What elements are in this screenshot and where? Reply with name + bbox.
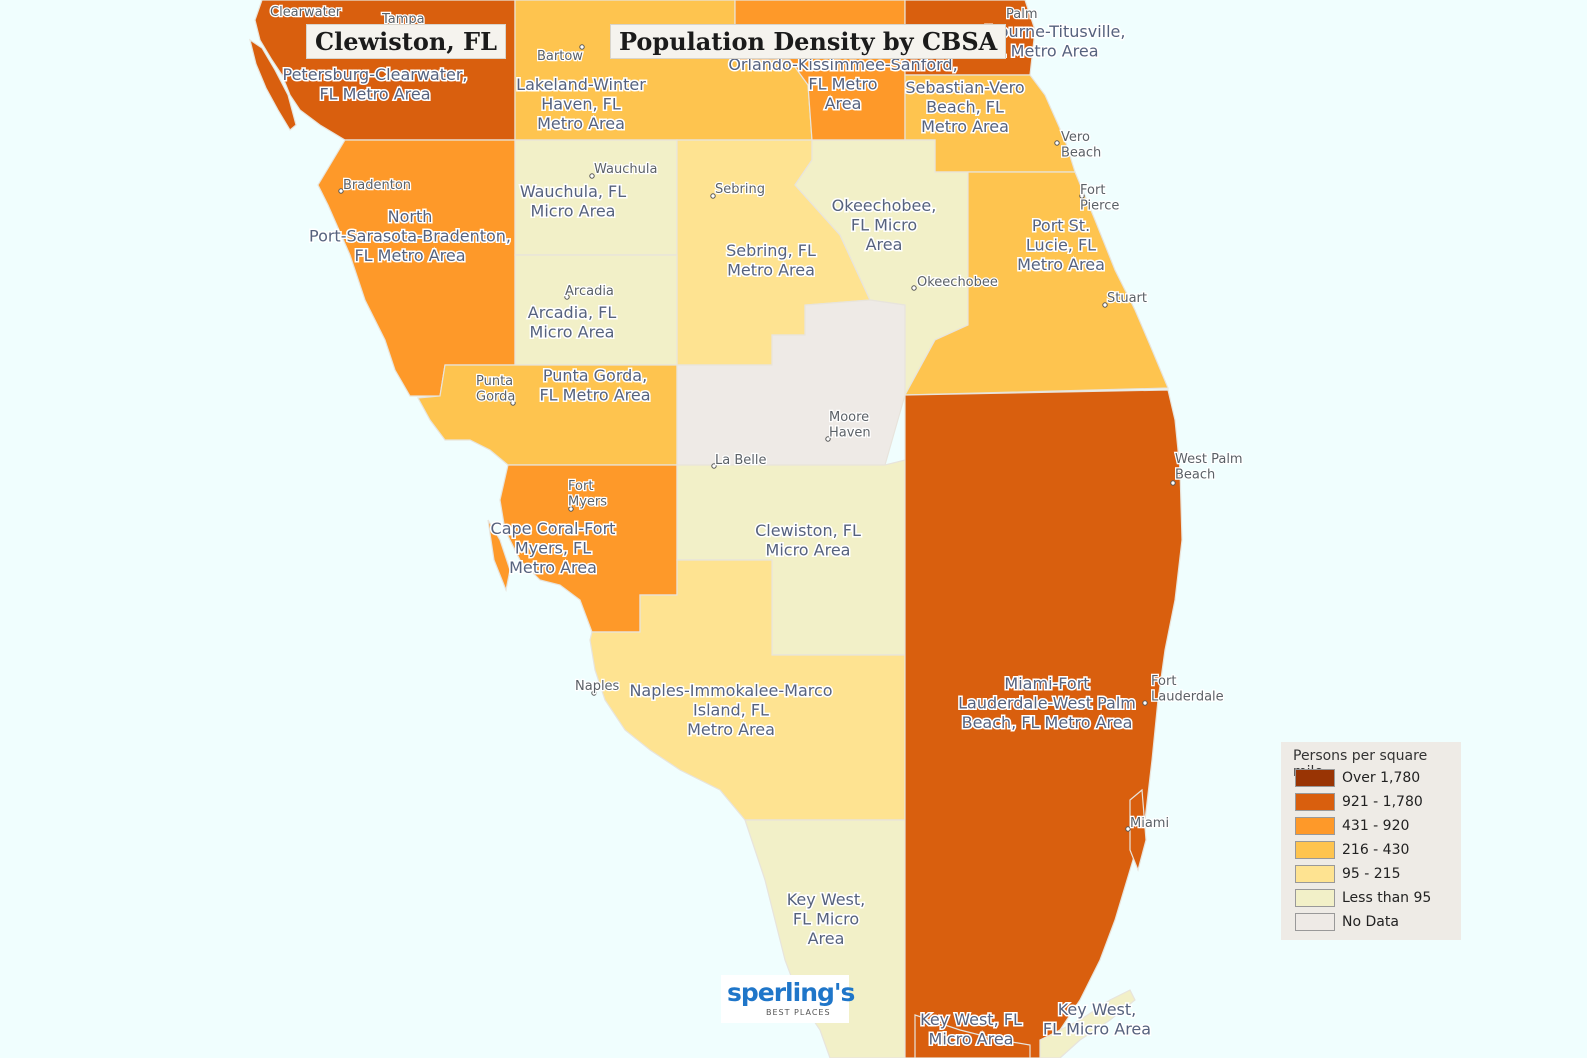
legend-label: No Data [1342,914,1399,930]
city-dot-bartow [579,44,585,50]
region-miami-islands[interactable] [1129,788,1147,872]
region-key-west-keys[interactable] [1039,989,1136,1058]
city-dot-west-palm-beach [1170,480,1176,486]
region-port-st-lucie[interactable] [903,171,1169,396]
legend-swatch [1295,769,1335,787]
city-dot-arcadia [564,294,570,300]
sperlings-logo[interactable]: sperling's BEST PLACES [721,975,855,1023]
legend-label: Over 1,780 [1342,770,1421,786]
city-miami: Miami [1130,816,1169,831]
legend-swatch [1295,793,1335,811]
legend-item: 921 - 1,780 [1295,792,1423,812]
city-palm: Palm [1006,7,1038,22]
label-key-west-1: Key West, FL Micro Area [787,890,866,948]
city-fort-myers: Fort Myers [568,479,607,510]
label-naples: Naples-Immokalee-Marco Island, FL Metro Ar… [629,681,832,739]
legend-swatch [1295,841,1335,859]
city-bradenton: Bradenton [343,178,411,193]
city-stuart: Stuart [1107,291,1147,306]
label-sebring: Sebring, FL Metro Area [726,241,816,280]
city-dot-fort-lauderdale [1142,700,1148,706]
city-dot-fort-myers [568,506,574,512]
city-la-belle: La Belle [715,453,766,468]
label-punta-gorda: Punta Gorda, FL Metro Area [539,366,650,405]
legend-item: 431 - 920 [1295,816,1409,836]
label-okeechobee: Okeechobee, FL Micro Area [832,196,937,254]
legend-item: Over 1,780 [1295,768,1420,788]
legend-label: 921 - 1,780 [1342,794,1423,810]
legend-swatch [1295,889,1335,907]
label-miami: Miami-Fort Lauderdale-West Palm Beach, FL … [958,674,1136,732]
legend-label: 431 - 920 [1342,818,1410,834]
legend-label: Less than 95 [1342,890,1432,906]
city-dot-bradenton [338,188,344,194]
city-fort-lauderdale: Fort Lauderdale [1151,674,1224,705]
city-dot-wauchula [589,173,595,179]
city-dot-sebring [710,193,716,199]
city-labels: Clearwater Tampa Palm Bartow Vero Beach F… [269,4,1244,833]
city-markers [338,44,1176,832]
legend-swatch [1295,817,1335,835]
city-clearwater: Clearwater [270,5,342,20]
label-key-west-3: Key West, FL Micro Area [1043,1000,1151,1039]
city-dot-vero-beach [1054,140,1060,146]
city-arcadia: Arcadia [565,284,614,299]
legend-item: Less than 95 [1295,888,1431,908]
region-naples[interactable] [589,559,906,821]
logo-tagline: BEST PLACES [766,1008,831,1017]
label-port-st-lucie: Port St. Lucie, FL Metro Area [1017,216,1105,274]
city-dot-punta-gorda [510,400,516,406]
label-tampa: Petersburg-Clearwater, FL Metro Area [283,65,468,104]
city-dot-moore-haven [825,436,831,442]
region-tampa-island[interactable] [249,38,297,131]
legend-item: No Data [1295,912,1399,932]
city-dot-fort-pierce [1079,193,1085,199]
logo-wordmark: sperling's [727,978,855,1007]
city-naples: Naples [575,679,620,694]
label-key-west-2: Key West, FL Micro Area [920,1010,1022,1049]
city-dot-miami [1125,826,1131,832]
label-north-port: North Port-Sarasota-Bradenton, FL Metro Ar… [309,207,511,265]
legend-swatch [1295,913,1335,931]
label-sebastian: Sebastian-Vero Beach, FL Metro Area [905,78,1024,136]
region-cape-coral-island[interactable] [487,519,511,593]
city-dot-okeechobee [911,285,917,291]
city-okeechobee: Okeechobee [917,275,998,290]
city-dot-la-belle [711,463,717,469]
label-clewiston: Clewiston, FL Micro Area [755,521,861,560]
city-sebring: Sebring [715,182,765,197]
legend-item: 216 - 430 [1295,840,1409,860]
label-cape-coral: Cape Coral-Fort Myers, FL Metro Area [491,519,616,577]
region-miami-keys[interactable] [914,1014,1031,1058]
city-bartow: Bartow [537,49,583,64]
label-lakeland: Lakeland-Winter Haven, FL Metro Area [516,75,646,133]
city-wauchula: Wauchula [594,162,657,177]
city-dot-stuart [1102,302,1108,308]
city-dot-naples [591,690,597,696]
label-orlando: Orlando-Kissimmee-Sanford, FL Metro Area [728,55,957,113]
legend-label: 216 - 430 [1342,842,1410,858]
city-moore-haven: Moore Haven [829,410,871,441]
legend-swatch [1295,865,1335,883]
legend-item: 95 - 215 [1295,864,1401,884]
label-wauchula: Wauchula, FL Micro Area [520,182,626,221]
label-arcadia: Arcadia, FL Micro Area [528,303,617,342]
region-labels: Petersburg-Clearwater, FL Metro Area Lake… [281,21,1153,1051]
city-vero-beach: Vero Beach [1061,130,1101,161]
place-title: Clewiston, FL [306,24,506,59]
map-title: Population Density by CBSA [610,24,1007,59]
legend: Persons per square mile Over 1,780 921 -… [1281,742,1461,940]
city-fort-pierce: Fort Pierce [1080,183,1119,214]
city-punta-gorda: Punta Gorda [476,374,515,405]
legend-label: 95 - 215 [1342,866,1401,882]
city-tampa: Tampa [381,12,425,27]
city-west-palm-beach: West Palm Beach [1175,452,1243,483]
